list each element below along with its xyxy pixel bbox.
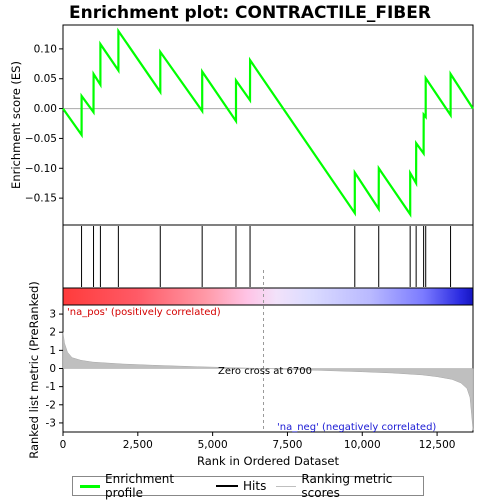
metric-y-tick-label: -1 [46,381,56,393]
es-y-axis-label: Enrichment score (ES) [9,61,23,189]
legend-item-hits: Hits [216,479,266,493]
metric-y-axis-label: Ranked list metric (PreRanked) [27,281,41,459]
negative-correlation-label: 'na_neg' (negatively correlated) [277,422,436,433]
x-tick-label: 2,500 [123,439,153,451]
x-axis-label: Rank in Ordered Dataset [197,454,340,468]
metric-panel: 'na_pos' (positively correlated) Zero cr… [27,270,474,468]
legend-swatch-hits [216,485,239,487]
chart-title: Enrichment plot: CONTRACTILE_FIBER [69,3,431,23]
es-y-tick-label: −0.10 [25,163,57,175]
hits-panel [62,224,474,289]
es-plot-frame [62,24,474,226]
es-y-tick-label: −0.15 [25,193,57,205]
es-y-axis: −0.15 −0.10 −0.05 0.00 0.05 0.10 [25,43,63,205]
positive-correlation-label: 'na_pos' (positively correlated) [67,307,221,318]
legend: Enrichment profile Hits Ranking metric s… [72,472,424,500]
hits-frame [62,224,474,289]
legend-label-ranking: Ranking metric scores [301,472,393,500]
metric-y-tick-label: 3 [49,309,56,321]
metric-y-tick-label: 0 [49,363,56,375]
x-tick-label: 0 [60,439,67,451]
metric-y-tick-label: -2 [46,399,56,411]
es-y-tick-label: 0.05 [34,73,57,85]
metric-y-tick-label: 1 [49,345,56,357]
metric-y-axis: -3 -2 -1 0 1 2 3 [46,309,63,429]
zero-cross-label: Zero cross at 6700 [218,366,312,377]
legend-label-enrichment: Enrichment profile [105,472,175,500]
metric-y-tick-label: 2 [49,327,56,339]
x-tick-label: 10,000 [344,439,381,451]
metric-y-tick-label: -3 [46,417,56,429]
x-tick-label: 5,000 [198,439,228,451]
legend-swatch-enrichment [80,484,101,488]
x-tick-label: 7,500 [272,439,302,451]
legend-item-enrichment: Enrichment profile [80,472,206,500]
rank-x-axis: 0 2,500 5,000 7,500 10,000 12,500 [60,432,456,451]
es-panel: −0.15 −0.10 −0.05 0.00 0.05 0.10 Enrichment s… [9,24,474,226]
x-tick-label: 12,500 [419,439,456,451]
ranking-metric-area [62,332,474,431]
legend-item-ranking: Ranking metric scores [276,472,423,500]
legend-swatch-ranking [276,485,297,487]
es-y-tick-label: −0.05 [25,133,57,145]
es-y-tick-label: 0.10 [34,43,57,55]
legend-label-hits: Hits [243,479,267,493]
enrichment-profile-line [62,27,474,218]
es-y-tick-label: 0.00 [34,103,57,115]
rank-color-bar [62,287,474,306]
